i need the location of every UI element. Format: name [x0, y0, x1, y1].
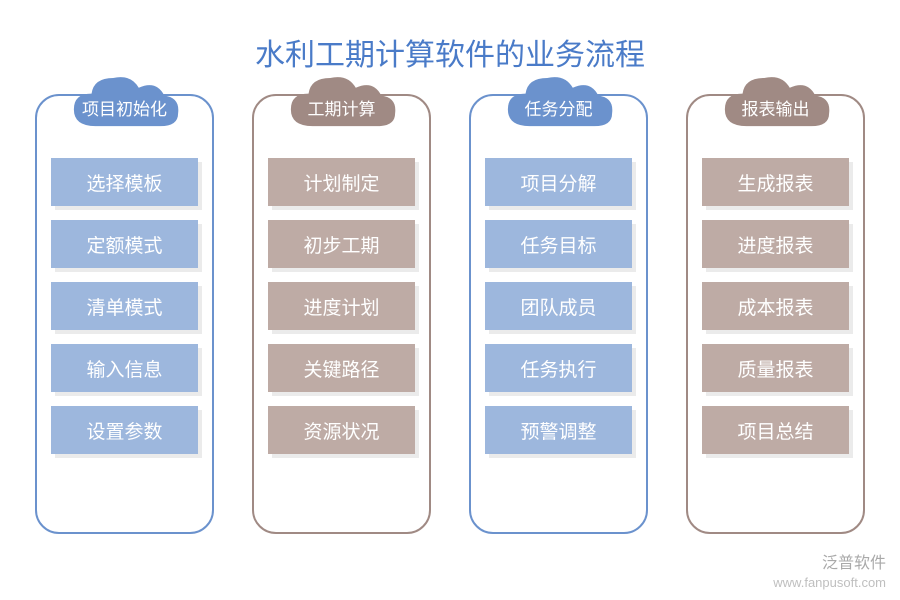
- list-item-label: 计划制定: [303, 169, 379, 196]
- list-item: 选择模板: [51, 158, 198, 206]
- column-header-label: 任务分配: [500, 72, 618, 136]
- list-item: 成本报表: [702, 282, 849, 330]
- watermark-brand: 泛普软件: [773, 554, 886, 575]
- list-item: 输入信息: [51, 344, 198, 392]
- list-item: 任务目标: [485, 220, 632, 268]
- watermark-url: www.fanpusoft.com: [773, 575, 886, 592]
- watermark: 泛普软件 www.fanpusoft.com: [773, 554, 886, 592]
- list-item-label: 进度计划: [303, 293, 379, 320]
- list-item-label: 质量报表: [737, 355, 813, 382]
- list-item: 任务执行: [485, 344, 632, 392]
- list-item-label: 初步工期: [303, 231, 379, 258]
- cloud-icon: 项目初始化: [66, 72, 184, 136]
- list-item: 进度计划: [268, 282, 415, 330]
- list-item: 关键路径: [268, 344, 415, 392]
- list-item: 设置参数: [51, 406, 198, 454]
- list-item-label: 资源状况: [303, 417, 379, 444]
- list-item-label: 成本报表: [737, 293, 813, 320]
- title-text: 水利工期计算软件的业务流程: [255, 39, 645, 72]
- list-item: 清单模式: [51, 282, 198, 330]
- list-item-label: 任务执行: [520, 355, 596, 382]
- list-item-label: 定额模式: [86, 231, 162, 258]
- list-item-label: 选择模板: [86, 169, 162, 196]
- column-header-label: 工期计算: [283, 72, 401, 136]
- list-item-label: 项目分解: [520, 169, 596, 196]
- list-item: 生成报表: [702, 158, 849, 206]
- list-item: 项目分解: [485, 158, 632, 206]
- list-item-label: 团队成员: [520, 293, 596, 320]
- list-item-label: 输入信息: [86, 355, 162, 382]
- list-item: 资源状况: [268, 406, 415, 454]
- column: 项目初始化选择模板定额模式清单模式输入信息设置参数: [35, 94, 214, 534]
- list-item: 定额模式: [51, 220, 198, 268]
- list-item-label: 任务目标: [520, 231, 596, 258]
- list-item: 质量报表: [702, 344, 849, 392]
- list-item-label: 关键路径: [303, 355, 379, 382]
- list-item: 项目总结: [702, 406, 849, 454]
- column-header-label: 项目初始化: [66, 72, 184, 136]
- list-item-label: 项目总结: [737, 417, 813, 444]
- column: 任务分配项目分解任务目标团队成员任务执行预警调整: [469, 94, 648, 534]
- list-item-label: 进度报表: [737, 231, 813, 258]
- column-header-label: 报表输出: [717, 72, 835, 136]
- column: 工期计算计划制定初步工期进度计划关键路径资源状况: [252, 94, 431, 534]
- column: 报表输出生成报表进度报表成本报表质量报表项目总结: [686, 94, 865, 534]
- list-item-label: 预警调整: [520, 417, 596, 444]
- columns-container: 项目初始化选择模板定额模式清单模式输入信息设置参数工期计算计划制定初步工期进度计…: [0, 94, 900, 534]
- list-item: 预警调整: [485, 406, 632, 454]
- list-item: 团队成员: [485, 282, 632, 330]
- cloud-icon: 报表输出: [717, 72, 835, 136]
- cloud-icon: 工期计算: [283, 72, 401, 136]
- list-item-label: 设置参数: [86, 417, 162, 444]
- list-item: 计划制定: [268, 158, 415, 206]
- list-item-label: 清单模式: [86, 293, 162, 320]
- list-item: 进度报表: [702, 220, 849, 268]
- column-body: 生成报表进度报表成本报表质量报表项目总结: [686, 94, 865, 534]
- list-item-label: 生成报表: [737, 169, 813, 196]
- column-body: 计划制定初步工期进度计划关键路径资源状况: [252, 94, 431, 534]
- column-body: 选择模板定额模式清单模式输入信息设置参数: [35, 94, 214, 534]
- cloud-icon: 任务分配: [500, 72, 618, 136]
- column-body: 项目分解任务目标团队成员任务执行预警调整: [469, 94, 648, 534]
- list-item: 初步工期: [268, 220, 415, 268]
